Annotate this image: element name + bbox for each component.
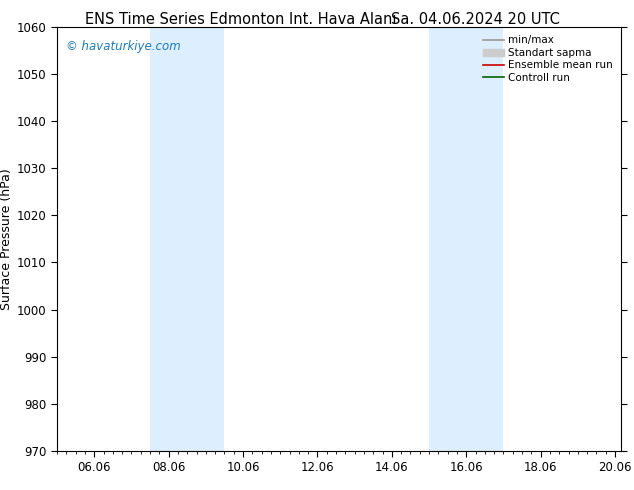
Text: ENS Time Series Edmonton Int. Hava Alanı: ENS Time Series Edmonton Int. Hava Alanı (85, 12, 397, 27)
Bar (429, 27, 503, 451)
Legend: min/max, Standart sapma, Ensemble mean run, Controll run: min/max, Standart sapma, Ensemble mean r… (480, 32, 616, 86)
Text: Sa. 04.06.2024 20 UTC: Sa. 04.06.2024 20 UTC (391, 12, 560, 27)
Text: © havaturkiye.com: © havaturkiye.com (65, 40, 180, 52)
Bar (150, 27, 224, 451)
Y-axis label: Surface Pressure (hPa): Surface Pressure (hPa) (0, 168, 13, 310)
